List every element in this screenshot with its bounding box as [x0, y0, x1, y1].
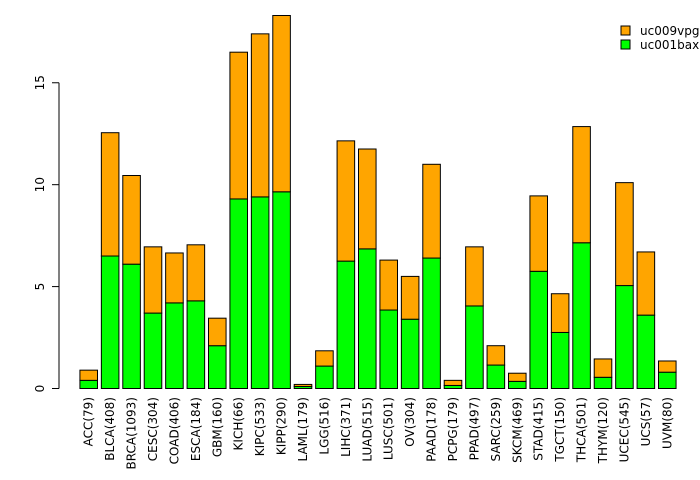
legend-label: uc009vpg — [640, 24, 699, 38]
x-tick-label: UVM(80) — [660, 397, 674, 449]
x-tick-label: THYM(120) — [596, 397, 610, 464]
bar-segment-uc009vpg — [315, 350, 334, 367]
bar-segment-uc001bax — [79, 379, 99, 389]
bar-segment-uc009vpg — [550, 293, 570, 333]
bar-segment-uc001bax — [336, 260, 356, 389]
bar-segment-uc009vpg — [358, 148, 377, 250]
x-tick-label: ESCA(184) — [189, 397, 203, 461]
x-tick-label: GBM(160) — [210, 397, 224, 457]
bar-segment-uc009vpg — [443, 379, 463, 386]
y-tick-label: 10 — [33, 177, 47, 192]
bar-segment-uc009vpg — [165, 252, 184, 304]
bar-segment-uc009vpg — [143, 246, 163, 314]
bar-segment-uc009vpg — [636, 251, 656, 316]
x-tick-label: SKCM(469) — [510, 397, 524, 463]
legend-label: uc001bax — [640, 38, 699, 52]
x-tick-label: PPAD(497) — [467, 397, 481, 460]
x-tick-label: SARC(259) — [489, 397, 503, 461]
x-tick-label: BLCA(408) — [103, 397, 117, 461]
x-tick-label: LUSC(501) — [382, 397, 396, 460]
x-tick-label: KIPP(290) — [275, 397, 289, 455]
bar-segment-uc009vpg — [208, 317, 227, 347]
x-tick-label: UCS(57) — [639, 397, 653, 446]
bar-segment-uc001bax — [250, 196, 270, 389]
bar-segment-uc001bax — [272, 191, 291, 389]
bar-segment-uc001bax — [379, 309, 398, 389]
x-tick-label: KICH(66) — [232, 397, 246, 450]
bar-segment-uc009vpg — [186, 244, 206, 302]
x-tick-label: PAAD(178) — [425, 397, 439, 462]
y-tick-label: 5 — [33, 283, 47, 291]
bar-segment-uc001bax — [615, 285, 634, 389]
bar-segment-uc001bax — [100, 255, 120, 390]
x-tick-label: LIHC(371) — [339, 397, 353, 457]
bar-segment-uc001bax — [508, 380, 527, 389]
x-tick-label: BRCA(1093) — [125, 397, 139, 469]
bar-segment-uc001bax — [465, 305, 484, 389]
bar-segment-uc001bax — [208, 345, 227, 389]
x-tick-label: COAD(406) — [167, 397, 181, 464]
x-tick-label: OV(304) — [403, 397, 417, 447]
x-tick-label: LUAD(515) — [360, 397, 374, 462]
bar-segment-uc001bax — [165, 302, 184, 389]
x-tick-label: KIPC(533) — [253, 397, 267, 456]
bar-segment-uc001bax — [143, 312, 163, 389]
bar-segment-uc009vpg — [422, 163, 441, 259]
bar-segment-uc009vpg — [465, 246, 484, 307]
bar-segment-uc001bax — [122, 263, 141, 389]
bar-segment-uc009vpg — [529, 195, 549, 272]
x-axis-labels: ACC(79) BLCA(408) BRCA(1093) CESC(304) COAD(… — [82, 397, 675, 469]
legend-swatch — [620, 39, 631, 50]
bar-segment-uc001bax — [400, 318, 420, 390]
bar-segment-uc009vpg — [508, 372, 527, 382]
bar-segment-uc009vpg — [572, 126, 591, 244]
bar-segment-uc009vpg — [400, 275, 420, 320]
x-tick-label: LAML(179) — [296, 397, 310, 461]
bar-segment-uc009vpg — [593, 358, 613, 378]
y-tick-label: 0 — [33, 385, 47, 393]
x-tick-label: THCA(501) — [575, 397, 589, 463]
bar-segment-uc009vpg — [336, 140, 356, 262]
bar-segment-uc001bax — [358, 248, 377, 389]
x-tick-label: PCPG(179) — [446, 397, 460, 461]
bar-segment-uc001bax — [486, 364, 506, 390]
bar-segment-uc009vpg — [293, 383, 313, 387]
x-tick-label: STAD(415) — [532, 397, 546, 461]
bar-segment-uc009vpg — [615, 182, 634, 287]
bar-segment-uc001bax — [572, 242, 591, 389]
bar-segment-uc001bax — [593, 376, 613, 389]
bar-segment-uc001bax — [186, 300, 206, 389]
bar-segment-uc001bax — [658, 371, 677, 390]
bar-segment-uc009vpg — [79, 369, 99, 381]
bar-segment-uc009vpg — [229, 51, 249, 200]
legend-swatch — [620, 25, 631, 36]
bar-segment-uc001bax — [422, 257, 441, 389]
bar-segment-uc001bax — [550, 331, 570, 390]
bar-segment-uc009vpg — [379, 259, 398, 311]
x-tick-label: CESC(304) — [146, 397, 160, 461]
bar-segment-uc009vpg — [250, 33, 270, 198]
bar-segment-uc009vpg — [272, 15, 291, 193]
x-tick-label: LGG(516) — [317, 397, 331, 455]
bar-segment-uc001bax — [229, 198, 249, 389]
x-tick-label: TGCT(150) — [553, 397, 567, 463]
y-tick-label: 15 — [33, 75, 47, 90]
x-tick-label: ACC(79) — [82, 397, 96, 446]
bar-segment-uc001bax — [636, 314, 656, 390]
bar-segment-uc009vpg — [486, 345, 506, 366]
bar-segment-uc009vpg — [122, 175, 141, 265]
x-tick-label: UCEC(545) — [617, 397, 631, 462]
bar-segment-uc009vpg — [658, 360, 677, 373]
y-axis: 0 5 10 15 — [33, 75, 60, 393]
bar-segment-uc001bax — [529, 270, 549, 389]
bars-group — [79, 15, 677, 390]
bar-segment-uc001bax — [315, 365, 334, 389]
bar-segment-uc009vpg — [100, 132, 120, 257]
